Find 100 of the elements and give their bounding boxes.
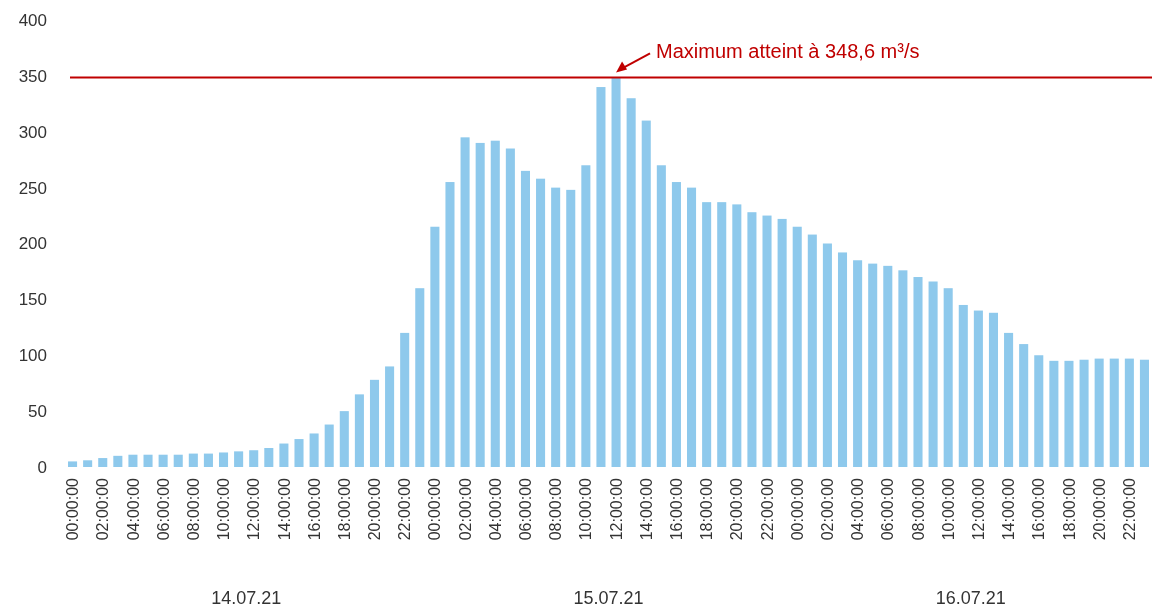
bar [687, 187, 697, 467]
x-tick-label: 04:00:00 [124, 477, 142, 541]
bar [792, 226, 802, 467]
y-tick-label: 100 [18, 346, 47, 366]
bar [475, 142, 485, 467]
bar [1019, 344, 1029, 467]
bar [294, 439, 304, 467]
x-tick-label: 06:00:00 [517, 477, 535, 541]
bar [611, 77, 621, 467]
bar [1049, 360, 1059, 467]
bar [400, 332, 410, 467]
x-tick-label: 00:00:00 [788, 477, 806, 541]
y-tick-label: 250 [18, 178, 47, 198]
x-tick-label: 04:00:00 [486, 477, 504, 541]
bar [279, 443, 289, 467]
bar [113, 455, 123, 467]
bar [626, 98, 636, 467]
x-tick-label: 08:00:00 [909, 477, 927, 541]
x-tick-label: 06:00:00 [879, 477, 897, 541]
bar [158, 454, 168, 467]
y-tick-label: 150 [18, 290, 47, 310]
bar [128, 454, 138, 467]
bar [1109, 358, 1119, 467]
bar [913, 277, 923, 467]
x-tick-label: 00:00:00 [64, 477, 82, 541]
x-tick-label: 14:00:00 [1000, 477, 1018, 541]
bar [536, 178, 546, 467]
bar [641, 120, 651, 467]
bar [324, 424, 334, 467]
x-tick-label: 12:00:00 [245, 477, 263, 541]
bar [264, 448, 274, 467]
y-tick-label: 350 [18, 66, 47, 86]
bar [1004, 332, 1014, 467]
x-tick-label: 20:00:00 [366, 477, 384, 541]
text: 16.07.21 [935, 588, 1006, 608]
bar [883, 265, 893, 467]
x-tick-label: 06:00:00 [154, 477, 172, 541]
bar [1034, 355, 1044, 467]
bar [702, 202, 712, 467]
x-tick-label: 12:00:00 [607, 477, 625, 541]
bar [581, 165, 591, 467]
bar [732, 204, 742, 467]
bar [656, 165, 666, 467]
bar [822, 243, 832, 467]
x-tick-label: 16:00:00 [305, 477, 323, 541]
bar [1079, 359, 1089, 467]
x-tick-label: 18:00:00 [335, 477, 353, 541]
bar [853, 260, 863, 467]
bar [958, 304, 968, 467]
x-tick-label: 02:00:00 [819, 477, 837, 541]
x-tick-label: 18:00:00 [698, 477, 716, 541]
bar [1094, 358, 1104, 467]
bar [218, 452, 229, 467]
x-tick-label: 02:00:00 [94, 477, 112, 541]
bar [173, 454, 183, 467]
y-tick-label: 400 [18, 10, 47, 30]
bar [143, 454, 153, 467]
y-tick-label: 0 [37, 457, 47, 477]
bar [807, 234, 817, 467]
bar [68, 461, 78, 467]
bar [309, 433, 319, 467]
bar [415, 288, 425, 467]
bar [249, 450, 259, 467]
bar [354, 394, 364, 467]
x-tick-label: 12:00:00 [969, 477, 987, 541]
x-tick-label: 02:00:00 [456, 477, 474, 541]
bar [83, 460, 93, 467]
bar [369, 379, 380, 467]
bar [203, 453, 213, 467]
y-tick-label: 50 [28, 402, 47, 422]
x-tick-label: 08:00:00 [184, 477, 202, 541]
x-tick-label: 20:00:00 [728, 477, 746, 541]
bar [490, 140, 500, 467]
x-tick-label: 16:00:00 [1030, 477, 1048, 541]
bar [430, 226, 440, 467]
x-tick-label: 14:00:00 [275, 477, 293, 541]
bar [943, 288, 953, 467]
bar [445, 182, 455, 467]
bar [1064, 360, 1074, 467]
bar [551, 187, 561, 467]
bar [988, 312, 999, 467]
bar [928, 281, 938, 467]
bar [717, 202, 727, 467]
bar [671, 182, 681, 467]
bar [505, 148, 515, 467]
x-tick-label: 04:00:00 [849, 477, 867, 541]
x-tick-label: 22:00:00 [1120, 477, 1138, 541]
x-tick-label: 00:00:00 [426, 477, 444, 541]
annotation: Maximum atteint à 348,6 m³/s [656, 40, 920, 63]
x-tick-label: 14:00:00 [637, 477, 655, 541]
bar [1124, 358, 1134, 467]
x-tick-label: 10:00:00 [939, 477, 957, 541]
x-tick-label: 20:00:00 [1090, 477, 1108, 541]
bar [868, 263, 878, 467]
bar [188, 453, 198, 467]
bar [596, 87, 606, 467]
bar [234, 451, 244, 467]
bar [566, 189, 576, 467]
x-tick-label: 10:00:00 [215, 477, 233, 541]
x-tick-label: 10:00:00 [577, 477, 595, 541]
